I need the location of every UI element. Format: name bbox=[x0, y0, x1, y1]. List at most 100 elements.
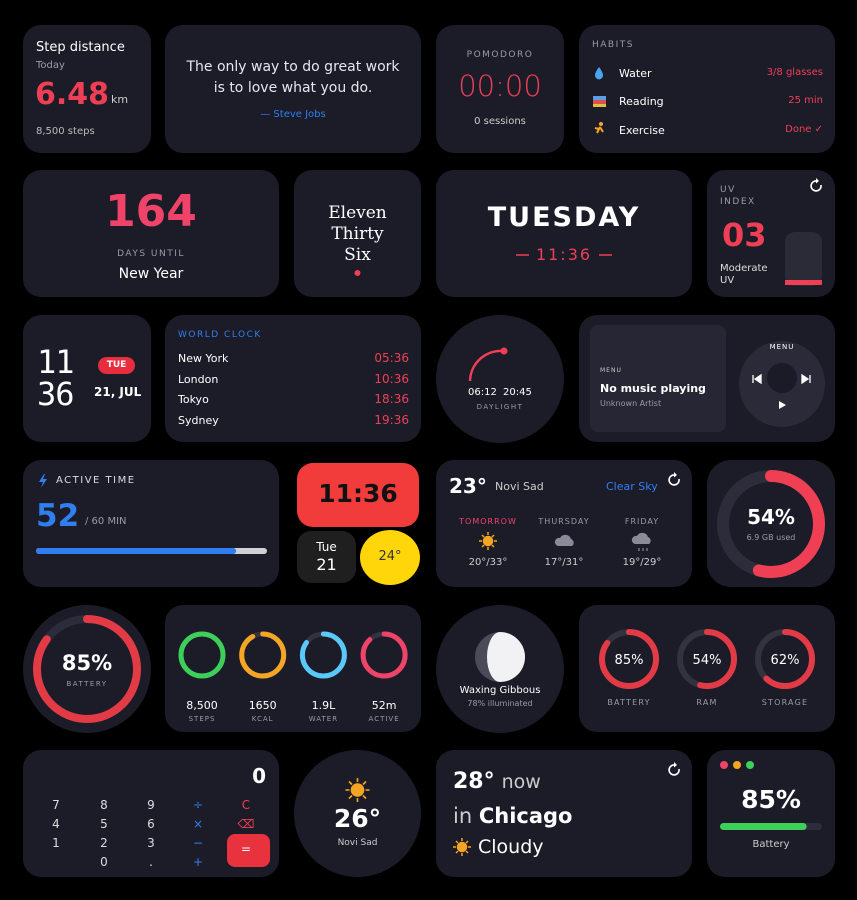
calc-key[interactable]: 5 bbox=[100, 817, 108, 831]
storage-ring bbox=[717, 470, 825, 578]
habits-card: HABITS Water 3/8 glasses Reading 25 min … bbox=[579, 25, 835, 153]
phase: Waxing Gibbous bbox=[459, 685, 541, 696]
wheel-menu[interactable]: MENU bbox=[769, 343, 795, 351]
weather-icons[interactable] bbox=[436, 460, 692, 587]
active-time-card: ACTIVE TIME 52 / 60 MIN bbox=[23, 460, 279, 587]
calc-key[interactable]: 6 bbox=[147, 817, 155, 831]
city: London bbox=[178, 373, 219, 386]
flip-clock-card: 11 36 TUE 21, JUL bbox=[23, 315, 151, 442]
equals-button[interactable] bbox=[227, 834, 270, 867]
detail: 6.9 GB used bbox=[746, 533, 796, 542]
percent: 85% bbox=[741, 785, 801, 814]
calculator-card: 0 7 8 9 ÷ C 4 5 6 × ⌫ 1 2 3 − = 0. + bbox=[23, 750, 279, 877]
calc-key[interactable]: 3 bbox=[147, 836, 155, 850]
ring-arc bbox=[755, 629, 815, 689]
time-tile: 11:36 bbox=[297, 463, 419, 527]
ring-value: 1.9L bbox=[312, 699, 336, 712]
calc-key[interactable]: 9 bbox=[147, 798, 155, 812]
habit-status: Done ✓ bbox=[785, 124, 823, 135]
calc-key[interactable]: . bbox=[149, 855, 153, 869]
ring-arc bbox=[299, 631, 347, 679]
habit-status: 3/8 glasses bbox=[766, 67, 823, 78]
dashes bbox=[516, 254, 612, 256]
icons[interactable] bbox=[436, 750, 692, 877]
weather-card: 23° Novi Sad Clear Sky TOMORROW 20°/33° … bbox=[436, 460, 692, 587]
battery-ring-card: 85% BATTERY bbox=[23, 605, 151, 733]
temp: 26° bbox=[333, 804, 382, 833]
calc-key[interactable]: − bbox=[192, 836, 204, 850]
world-clock-card: WORLD CLOCK New York 05:36 London 10:36 … bbox=[165, 315, 421, 442]
forecast-day: FRIDAY bbox=[624, 517, 660, 526]
city-time: 05:36 bbox=[374, 351, 409, 365]
battery-ring bbox=[33, 615, 141, 723]
storage-card: 54% 6.9 GB used bbox=[707, 460, 835, 587]
uv-card: UV INDEX 03 Moderate UV bbox=[707, 170, 835, 297]
temp-tile: 24° bbox=[360, 530, 420, 585]
label: POMODORO bbox=[466, 50, 534, 60]
weekday: TUESDAY bbox=[487, 202, 641, 233]
city: Sydney bbox=[178, 414, 219, 427]
weekday: Tue bbox=[316, 540, 337, 554]
system-rings: 85% BATTERY 54% RAM 62% STORAGE bbox=[599, 629, 815, 707]
battery-bar-card: 85% Battery bbox=[707, 750, 835, 877]
city: Novi Sad bbox=[337, 838, 378, 848]
pomodoro-card: POMODORO 00:00 0 sessions bbox=[436, 25, 564, 153]
forecast-range: 19°/29° bbox=[622, 557, 662, 568]
ring-arc bbox=[717, 470, 825, 578]
temperature: 24° bbox=[378, 549, 402, 564]
calc-key[interactable]: 0 bbox=[100, 855, 108, 869]
forecast-day: THURSDAY bbox=[538, 517, 590, 526]
headline: 28° now bbox=[453, 769, 541, 794]
ring-label: STORAGE bbox=[762, 698, 808, 707]
minutes: 52 bbox=[36, 498, 80, 534]
music-card: MENU No music playing Unknown Artist MEN… bbox=[579, 315, 835, 442]
system-card: 85% BATTERY 54% RAM 62% STORAGE bbox=[579, 605, 835, 732]
city: Novi Sad bbox=[495, 480, 544, 493]
track: No music playing bbox=[600, 382, 706, 395]
distance: 6.48 bbox=[35, 77, 110, 112]
goal: / 60 MIN bbox=[85, 516, 127, 527]
calc-key[interactable]: 7 bbox=[52, 798, 60, 812]
calc-key[interactable]: 8 bbox=[100, 798, 108, 812]
ring-value: 54% bbox=[693, 653, 722, 668]
event: New Year bbox=[118, 266, 184, 282]
ring-label: RAM bbox=[696, 698, 717, 707]
calc-key[interactable]: × bbox=[192, 817, 204, 831]
dot bbox=[354, 270, 361, 276]
calc-key[interactable]: ⌫ bbox=[237, 817, 255, 831]
word: Six bbox=[344, 245, 371, 265]
percent: 85% bbox=[61, 651, 113, 675]
battery-fill bbox=[720, 823, 807, 830]
prefix: in bbox=[453, 804, 473, 828]
forecast-day: TOMORROW bbox=[459, 517, 517, 526]
ring-label: WATER bbox=[309, 715, 338, 723]
click-wheel[interactable] bbox=[579, 315, 835, 442]
ring-arc bbox=[599, 629, 659, 689]
title: ACTIVE TIME bbox=[56, 475, 136, 486]
now-playing-panel: MENU No music playing Unknown Artist bbox=[590, 325, 726, 432]
calc-key[interactable]: 4 bbox=[52, 817, 60, 831]
countdown-card: 164 DAYS UNTIL New Year bbox=[23, 170, 279, 297]
calc-key[interactable]: ÷ bbox=[192, 798, 204, 812]
subtitle: Today bbox=[36, 60, 65, 71]
battery-graphics bbox=[720, 761, 822, 830]
bolt bbox=[39, 474, 47, 488]
calc-key[interactable]: + bbox=[192, 855, 204, 869]
title: WORLD CLOCK bbox=[178, 330, 262, 340]
day: 21 bbox=[316, 555, 337, 574]
calc-key[interactable]: C bbox=[241, 798, 251, 812]
habit-icons bbox=[593, 67, 606, 134]
habit-name: Water bbox=[619, 67, 652, 80]
calc-key[interactable]: 1 bbox=[52, 836, 60, 850]
days: 164 bbox=[105, 186, 197, 237]
calc-key[interactable]: = bbox=[240, 842, 252, 856]
ring-label: BATTERY bbox=[607, 698, 650, 707]
time: 11:36 bbox=[535, 245, 593, 264]
artist: Unknown Artist bbox=[600, 399, 662, 408]
ring-arc bbox=[178, 631, 226, 679]
word: Thirty bbox=[331, 224, 384, 244]
timer: 00:00 bbox=[458, 69, 542, 103]
label: DAYLIGHT bbox=[476, 403, 524, 411]
calc-key[interactable]: 2 bbox=[100, 836, 108, 850]
